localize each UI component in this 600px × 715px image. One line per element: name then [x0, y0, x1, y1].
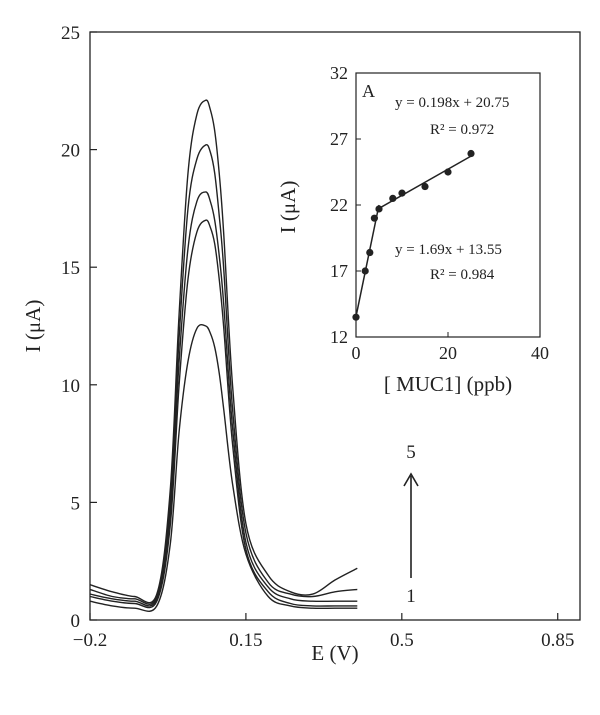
main-x-tick-label: 0.5	[390, 630, 414, 651]
inset-data-point	[352, 313, 360, 321]
inset-panel-letter: A	[362, 81, 375, 101]
main-y-tick-label: 25	[61, 23, 80, 44]
main-curves	[89, 99, 358, 612]
inset-data-point	[370, 214, 378, 222]
main-y-tick-label: 15	[61, 258, 80, 279]
main-y-axis-title: I (μA)	[21, 300, 45, 353]
inset-x-tick-label: 0	[352, 343, 361, 363]
inset-data-point	[421, 182, 429, 191]
fit-r2-upper: R² = 0.972	[430, 122, 494, 138]
inset-y-axis-title: I (μA)	[276, 181, 300, 234]
inset-data-point	[467, 149, 475, 158]
voltammogram-curve-1	[89, 323, 358, 612]
main-y-tick-label: 20	[61, 141, 80, 162]
fit-line-1	[355, 204, 380, 317]
main-x-tick-label: 0.85	[541, 630, 574, 651]
main-y-tick-label: 5	[71, 493, 81, 514]
voltammogram-curve-2	[89, 219, 358, 609]
inset-x-tick-label: 40	[531, 343, 549, 363]
inset-y-tick-label: 17	[330, 261, 348, 281]
arrow-label-end: 5	[406, 442, 416, 463]
inset-data-point	[398, 189, 406, 197]
main-x-tick-label: 0.15	[229, 630, 262, 651]
voltammogram-curve-5	[89, 99, 358, 604]
inset-data-point	[366, 248, 374, 257]
fit-r2-lower: R² = 0.984	[430, 267, 495, 283]
inset-data-point	[375, 205, 383, 213]
inset-x-tick-label: 20	[439, 343, 457, 363]
inset-y-tick-label: 22	[330, 195, 348, 215]
voltammogram-curve-3	[89, 191, 358, 607]
inset-data-point	[361, 267, 369, 275]
main-y-tick-label: 10	[61, 376, 80, 397]
arrow-head-icon	[403, 472, 419, 487]
inset-y-tick-label: 32	[330, 63, 348, 83]
inset-y-tick-label: 12	[330, 327, 348, 347]
fit-equation-upper: y = 0.198x + 20.75	[395, 95, 509, 111]
main-plot-frame	[89, 31, 581, 621]
fit-equation-lower: y = 1.69x + 13.55	[395, 242, 502, 258]
inset-axis-ticks: 0 20 40 12 17 22 27 32	[330, 63, 549, 363]
arrow-label-start: 1	[406, 586, 416, 607]
inset-x-axis-title: [ MUC1] (ppb)	[384, 372, 512, 396]
inset-points	[352, 149, 475, 321]
main-x-axis-title: E (V)	[311, 641, 358, 665]
inset-data-point	[444, 168, 452, 176]
inset-y-tick-label: 27	[330, 129, 348, 149]
main-x-tick-label: −0.2	[73, 630, 107, 651]
inset-data-point	[389, 194, 397, 202]
voltammogram-curve-4	[89, 143, 358, 605]
main-y-tick-label: 0	[71, 611, 81, 632]
inset-plot-frame	[355, 72, 541, 338]
